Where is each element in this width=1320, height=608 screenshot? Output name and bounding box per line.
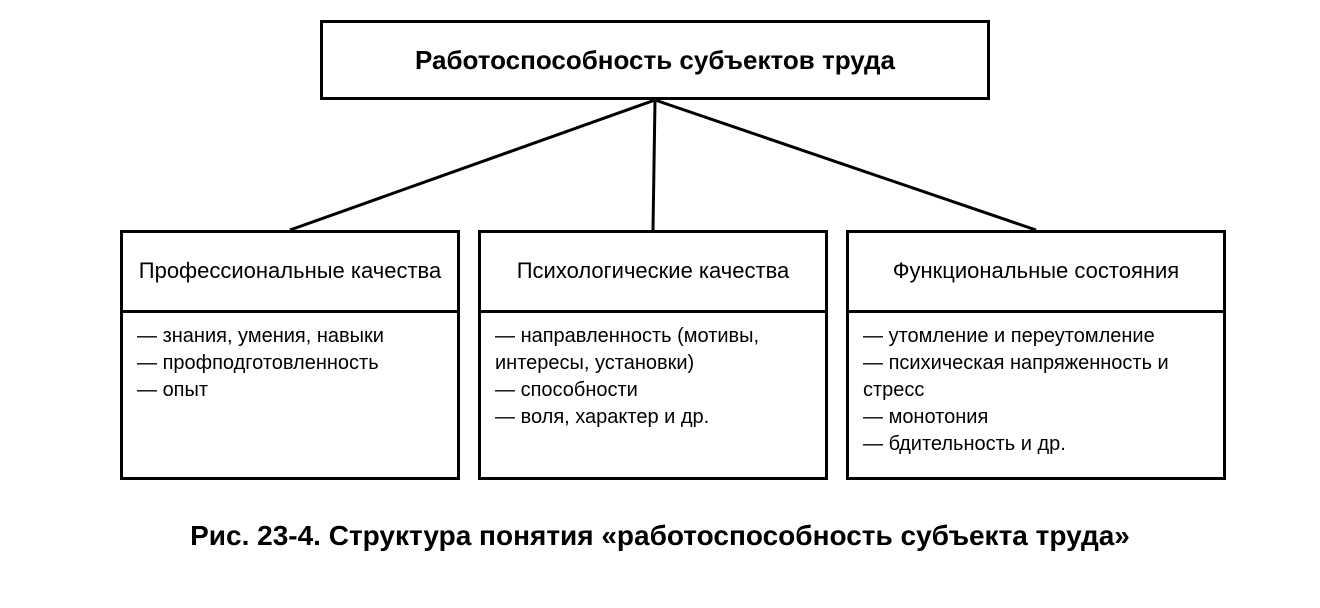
diagram-canvas: Работоспособность субъектов труда Профес…: [0, 0, 1320, 608]
child-node-functional: Функциональные состояния утомление и пер…: [846, 230, 1226, 480]
list-item: направленность (мотивы, интересы, устано…: [495, 323, 811, 377]
list-item: психическая напряженность и стресс: [863, 350, 1209, 404]
list-item: профподготовленность: [137, 350, 443, 377]
edge-root-to-child-3: [655, 100, 1036, 230]
figure-caption: Рис. 23-4. Структура понятия «работоспос…: [0, 520, 1320, 552]
child-title-professional: Профессиональные качества: [139, 258, 441, 284]
child-header-functional: Функциональные состояния: [849, 233, 1223, 313]
child-header-psychological: Психологические качества: [481, 233, 825, 313]
child-title-psychological: Психологические качества: [517, 258, 790, 284]
child-body-psychological: направленность (мотивы, интересы, устано…: [481, 313, 825, 441]
child-title-functional: Функциональные состояния: [893, 258, 1179, 284]
child-body-functional: утомление и переутомление психическая на…: [849, 313, 1223, 468]
child-body-professional: знания, умения, навыки профподготовленно…: [123, 313, 457, 414]
child-node-psychological: Психологические качества направленность …: [478, 230, 828, 480]
root-title: Работоспособность субъектов труда: [415, 45, 895, 76]
child-node-professional: Профессиональные качества знания, умения…: [120, 230, 460, 480]
list-item: способности: [495, 377, 811, 404]
edge-root-to-child-1: [290, 100, 655, 230]
edge-root-to-child-2: [653, 100, 655, 230]
child-header-professional: Профессиональные качества: [123, 233, 457, 313]
list-item: знания, умения, навыки: [137, 323, 443, 350]
root-node: Работоспособность субъектов труда: [320, 20, 990, 100]
list-item: монотония: [863, 404, 1209, 431]
list-item: утомление и переутомление: [863, 323, 1209, 350]
list-item: воля, характер и др.: [495, 404, 811, 431]
list-item: опыт: [137, 377, 443, 404]
list-item: бдительность и др.: [863, 431, 1209, 458]
